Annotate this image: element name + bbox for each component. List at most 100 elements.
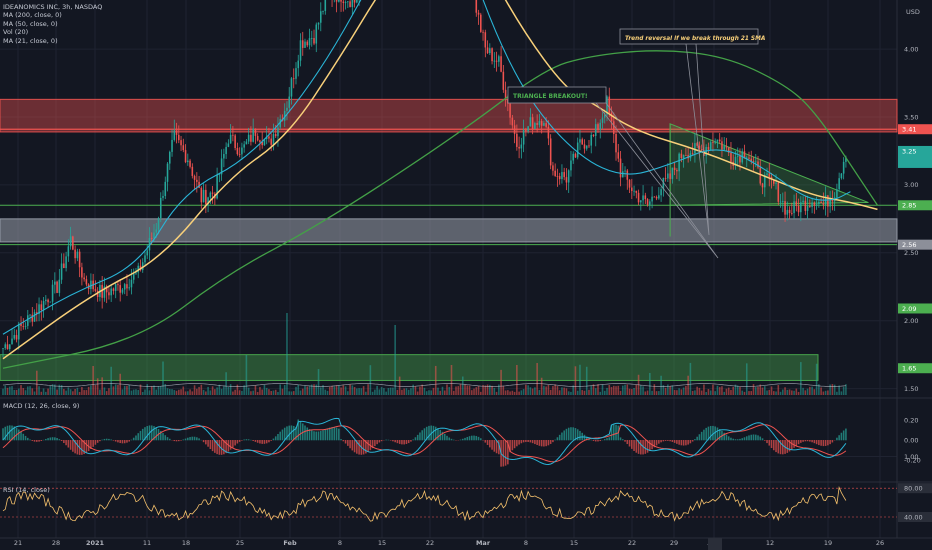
macd-histogram-bar [840, 432, 843, 441]
volume-bar [286, 313, 288, 395]
macd-histogram-bar [11, 425, 13, 441]
macd-histogram-bar [356, 440, 358, 454]
volume-bar [141, 391, 144, 395]
candle-body [81, 267, 83, 278]
volume-bar [520, 390, 523, 395]
volume-bar [631, 389, 633, 395]
candle-body [802, 200, 804, 203]
macd-histogram-bar [845, 428, 847, 441]
candle-body [319, 11, 322, 23]
volume-bar [385, 391, 387, 395]
annotation-trend-reversal: Trend reversal if we break through 21 SM… [625, 36, 765, 42]
candle-body [509, 103, 511, 118]
macd-pane-label[interactable]: MACD (12, 26, close, 9) [3, 402, 80, 410]
volume-bar [507, 390, 509, 395]
macd-histogram-bar [466, 436, 469, 441]
macd-histogram-bar [13, 426, 16, 441]
volume-bar [511, 390, 514, 395]
volume-bar [180, 389, 182, 395]
volume-bar [619, 390, 622, 395]
macd-histogram-bar [65, 440, 67, 446]
macd-histogram-bar [703, 429, 705, 441]
indicator-ma21-label[interactable]: MA (21, close, 0) [3, 36, 58, 45]
volume-bar [671, 385, 674, 395]
candle-body [56, 281, 58, 293]
candle-body [292, 78, 295, 80]
macd-histogram-bar [739, 438, 741, 441]
x-tick-label: 26 [876, 539, 884, 547]
candle-body [822, 203, 825, 205]
volume-bar [277, 391, 279, 395]
macd-histogram-bar [441, 431, 444, 441]
volume-bar [405, 388, 408, 395]
volume-bar [700, 390, 703, 395]
volume-bar [67, 387, 70, 395]
candle-body [662, 178, 665, 190]
macd-histogram-bar [119, 440, 121, 444]
candle-body [518, 146, 520, 149]
volume-bar [480, 391, 482, 395]
macd-histogram-bar [464, 437, 466, 441]
volume-bar [114, 384, 117, 395]
volume-bar [766, 390, 768, 395]
macd-histogram-bar [371, 440, 374, 449]
macd-histogram-bar [653, 440, 656, 448]
candle-body [123, 284, 126, 290]
volume-bar [126, 385, 128, 395]
macd-histogram-bar [90, 440, 92, 450]
candle-body [484, 32, 487, 48]
volume-bar [155, 389, 158, 395]
macd-histogram-bar [658, 440, 660, 444]
candle-body [196, 179, 198, 182]
candle-body [54, 281, 56, 285]
indicator-ma200-label[interactable]: MA (200, close, 0) [3, 11, 62, 20]
candle-body [153, 232, 155, 239]
macd-histogram-bar [398, 440, 401, 444]
volume-bar [191, 391, 194, 395]
volume-bar [795, 388, 798, 395]
macd-histogram-bar [338, 428, 340, 441]
volume-bar [621, 385, 624, 395]
price-label-box [898, 303, 932, 314]
symbol-title[interactable]: IDEANOMICS INC, 3h, NASDAQ [3, 3, 103, 11]
volume-bar [49, 385, 52, 395]
macd-histogram-bar [214, 440, 216, 453]
price-label-box [898, 363, 932, 374]
macd-histogram-bar [110, 439, 112, 441]
macd-histogram-bar [29, 439, 31, 441]
volume-bar [81, 387, 83, 395]
volume-bar [272, 390, 275, 395]
macd-histogram-bar [193, 436, 196, 441]
candle-body [570, 160, 572, 171]
candle-body [274, 134, 277, 137]
macd-histogram-bar [432, 425, 435, 441]
candle-body [795, 201, 798, 206]
price-tick-label: 3.50 [904, 113, 918, 121]
macd-histogram-bar [416, 434, 419, 441]
candle-body [60, 263, 63, 280]
macd-histogram-bar [759, 436, 762, 441]
macd-histogram-bar [189, 437, 191, 441]
indicator-ma50-label[interactable]: MA (50, close, 0) [3, 19, 58, 28]
volume-bar [137, 390, 140, 395]
annotation-pointer [685, 43, 710, 236]
volume-bar [820, 387, 822, 395]
macd-histogram-bar [252, 440, 254, 441]
volume-bar [45, 391, 47, 395]
macd-histogram-bar [820, 440, 822, 446]
volume-bar [31, 388, 34, 395]
candle-body [67, 246, 70, 257]
annotation-triangle-breakout: TRIANGLE BREAKOUT! [513, 93, 588, 100]
candle-body [187, 160, 189, 163]
indicator-vol-label[interactable]: Vol (20) [3, 28, 29, 37]
macd-histogram-bar [723, 432, 725, 441]
macd-histogram-bar [516, 440, 518, 447]
volume-bar [655, 391, 658, 395]
volume-bar [96, 378, 99, 395]
candle-body [121, 289, 124, 293]
volume-bar [157, 385, 160, 395]
volume-bar [570, 391, 572, 395]
rsi-pane-label[interactable]: RSI (14, close) [3, 486, 50, 494]
volume-bar [87, 386, 90, 395]
rsi-tick-label: 80.00 [904, 485, 923, 493]
